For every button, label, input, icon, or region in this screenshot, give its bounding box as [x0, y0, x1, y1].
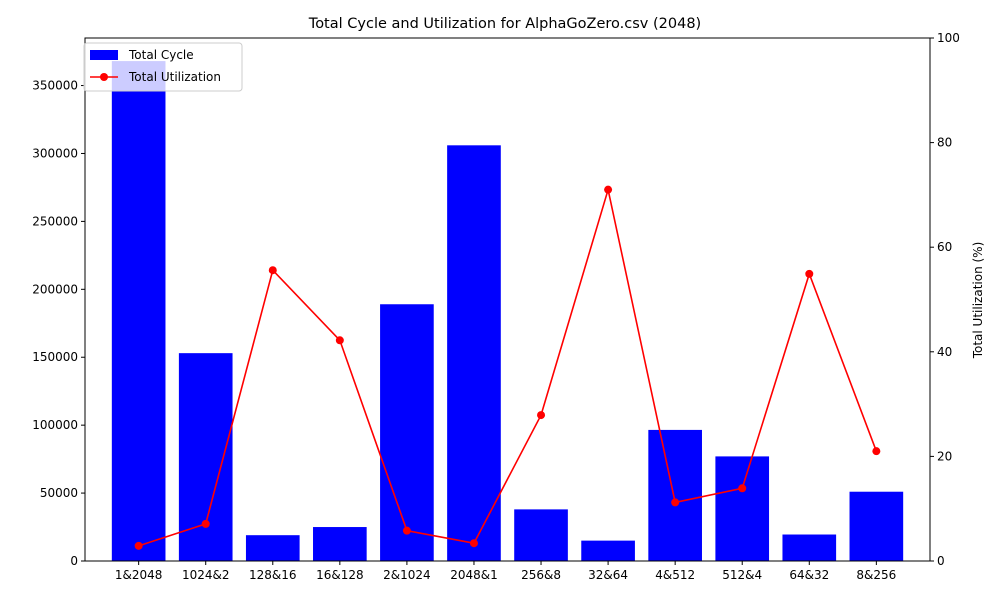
bar-4: [380, 304, 434, 561]
x-tick-label-4: 2&1024: [383, 568, 431, 582]
bar-3: [313, 527, 367, 561]
bar-6: [514, 509, 568, 561]
x-tick-label-8: 4&512: [655, 568, 695, 582]
utilization-point-7: [604, 185, 613, 194]
legend-label-total-utilization: Total Utilization: [128, 70, 221, 84]
x-tick-label-6: 256&8: [521, 568, 561, 582]
x-tick-label-0: 1&2048: [115, 568, 163, 582]
line-series: [134, 185, 881, 550]
y-left-tick-label-3: 150000: [32, 350, 78, 364]
y-right-tick-label-4: 80: [937, 136, 952, 150]
utilization-point-9: [738, 484, 747, 493]
bar-10: [782, 534, 837, 561]
utilization-point-4: [402, 526, 411, 535]
y-right-tick-label-2: 40: [937, 345, 952, 359]
y-axis-right-label: Total Utilization (%): [971, 242, 985, 360]
y-left-tick-label-1: 50000: [40, 486, 78, 500]
y-right-tick-label-0: 0: [937, 554, 945, 568]
x-tick-label-3: 16&128: [316, 568, 364, 582]
utilization-point-3: [335, 336, 344, 345]
utilization-point-11: [872, 447, 881, 456]
x-tick-label-9: 512&4: [722, 568, 762, 582]
y-left-tick-label-5: 250000: [32, 214, 78, 228]
legend-box: [83, 42, 243, 92]
plot-frame: [84, 37, 931, 562]
utilization-point-8: [671, 498, 680, 507]
utilization-point-2: [268, 266, 277, 275]
y-right-tick-label-1: 20: [937, 449, 952, 463]
x-tick-label-10: 64&32: [789, 568, 829, 582]
bar-8: [648, 429, 702, 561]
chart-title: Total Cycle and Utilization for AlphaGoZ…: [308, 16, 701, 32]
bar-9: [715, 456, 770, 561]
bar-5: [447, 145, 501, 561]
y-left-tick-label-4: 200000: [32, 282, 78, 296]
legend-bar-swatch: [90, 50, 118, 60]
y-left-tick-label-0: 0: [70, 554, 78, 568]
x-axis: 1&2048 1024&2 128&16 16&128 2&1024 2048&1 256&…: [115, 561, 896, 582]
bar-0: [111, 61, 166, 561]
legend-label-total-cycle: Total Cycle: [128, 48, 194, 62]
y-left-tick-label-2: 100000: [32, 418, 78, 432]
y-left-tick-label-6: 300000: [32, 146, 78, 160]
legend-line-marker: [100, 73, 108, 81]
x-tick-label-2: 128&16: [249, 568, 297, 582]
utilization-point-1: [201, 519, 210, 528]
bar-2: [245, 535, 300, 561]
y-axis-left: 0 50000 100000 150000 200000 250000 300000 3500…: [32, 79, 85, 568]
utilization-point-10: [805, 269, 814, 278]
utilization-line: [138, 189, 878, 547]
y-right-tick-label-5: 100: [937, 31, 960, 45]
x-tick-label-5: 2048&1: [450, 568, 498, 582]
y-right-tick-label-3: 60: [937, 240, 952, 254]
x-tick-label-7: 32&64: [588, 568, 628, 582]
y-axis-right: 0 20 40 60 80 100: [930, 31, 960, 568]
utilization-point-0: [134, 541, 143, 550]
x-tick-label-1: 1024&2: [182, 568, 230, 582]
legend: Total Cycle Total Utilization: [83, 42, 243, 92]
x-tick-label-11: 8&256: [856, 568, 896, 582]
bar-7: [581, 540, 635, 561]
y-left-tick-label-7: 350000: [32, 79, 78, 93]
utilization-point-6: [537, 411, 546, 420]
bar-series: [111, 61, 904, 561]
utilization-point-5: [469, 539, 478, 548]
bar-11: [849, 491, 904, 561]
